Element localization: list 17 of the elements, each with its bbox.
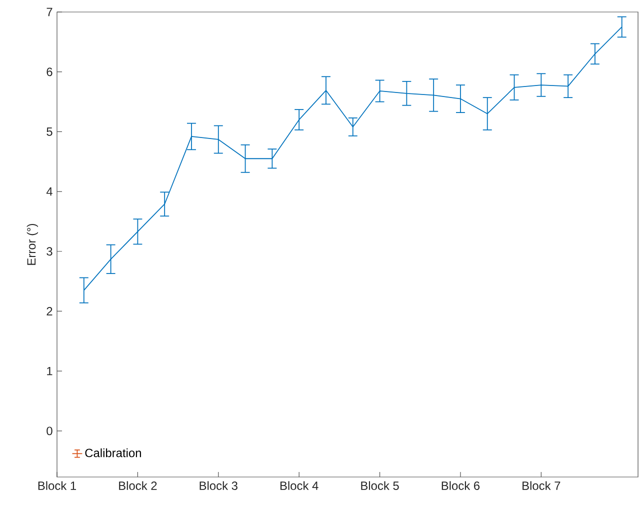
x-tick-label: Block 4: [280, 481, 318, 490]
y-tick-label: 1: [47, 366, 52, 376]
y-tick-label: 3: [46, 247, 52, 256]
x-tick-label: Block 2: [119, 481, 157, 490]
y-tick-label: 6: [46, 68, 52, 76]
y-tick-label: 2: [46, 307, 52, 316]
legend-label: Calibration: [85, 448, 141, 458]
x-tick-label: Block 3: [200, 481, 238, 490]
x-tick-label: Block 1: [38, 481, 76, 490]
y-tick-label: 4: [46, 187, 52, 196]
y-tick-label: 7: [46, 8, 52, 16]
x-tick-label: Block 6: [442, 481, 480, 490]
y-tick-label: 0: [46, 426, 52, 436]
y-axis-title: Error (°): [26, 224, 38, 265]
x-tick-label: Block 7: [522, 481, 560, 490]
y-tick-label: 5: [46, 128, 52, 136]
x-tick-label: Block 5: [361, 481, 399, 490]
